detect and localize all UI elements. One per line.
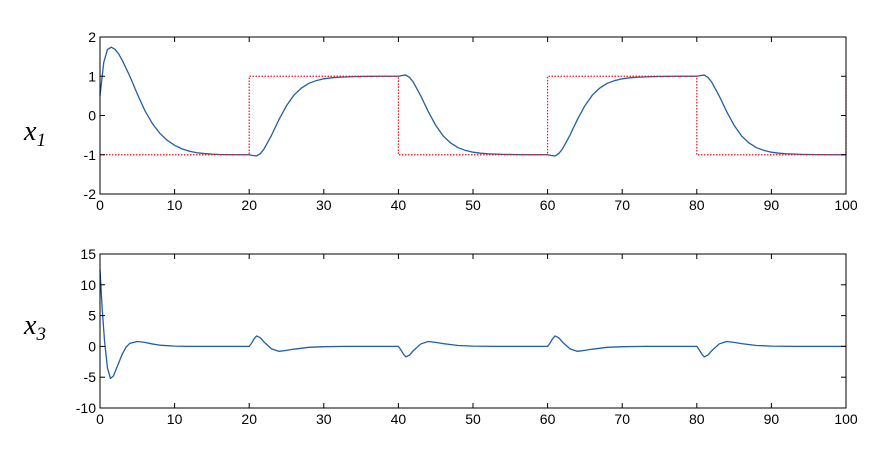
- x1-xtick-label: 40: [391, 197, 407, 213]
- x3-xtick-label: 50: [465, 411, 481, 427]
- x1-xtick-label: 30: [316, 197, 332, 213]
- x1-xtick-label: 70: [614, 197, 630, 213]
- x1-ytick-label: 1: [88, 68, 96, 84]
- x1-xtick-label: 100: [834, 197, 858, 213]
- x3-ylabel: x3: [23, 310, 46, 345]
- x3-series-layer: [99, 269, 846, 380]
- x1-axes-box: [99, 36, 847, 195]
- x3-xtick-label: 80: [689, 411, 705, 427]
- x3-xtick-label: 10: [167, 411, 183, 427]
- x3-ytick-label: -5: [84, 369, 97, 385]
- x1-xtick-label: 0: [96, 197, 104, 213]
- x3-series-0-line: [99, 269, 846, 380]
- x1-ytick-label: -1: [84, 147, 97, 163]
- x3-xtick-label: 60: [540, 411, 556, 427]
- x1-xtick-label: 90: [764, 197, 780, 213]
- x3-xtick-label: 30: [316, 411, 332, 427]
- x3-xtick-label: 90: [764, 411, 780, 427]
- x3-xtick-label: 20: [241, 411, 257, 427]
- x3-xtick-label: 0: [96, 411, 104, 427]
- x3-panel: x3 0 10 20 30 40 50 60 70 80 90 100 -10 -5 0 5 10 15: [23, 246, 858, 427]
- x1-series-0-line: [99, 46, 846, 157]
- x3-ytick-label: -10: [76, 400, 96, 416]
- x1-series-layer: [99, 46, 847, 157]
- x1-series-1-line: [100, 75, 847, 156]
- x3-xtick-label: 40: [391, 411, 407, 427]
- x1-ytick-label: -2: [84, 186, 97, 202]
- x3-ytick-label: 10: [80, 277, 96, 293]
- x3-xtick-label: 100: [834, 411, 858, 427]
- x3-xtick-label: 70: [614, 411, 630, 427]
- x3-tick-layer: 0 10 20 30 40 50 60 70 80 90 100 -10 -5 0 5 10 15: [76, 246, 858, 427]
- x1-xtick-label: 20: [241, 197, 257, 213]
- x1-ytick-label: 2: [88, 29, 96, 45]
- x3-ytick-label: 0: [88, 338, 96, 354]
- x1-tick-layer: 0 10 20 30 40 50 60 70 80 90 100 -2 -1 0 1 2: [84, 29, 858, 213]
- x3-ytick-label: 5: [88, 308, 96, 324]
- x1-xtick-label: 60: [540, 197, 556, 213]
- x1-xtick-label: 50: [465, 197, 481, 213]
- x1-ylabel: x1: [23, 116, 46, 151]
- x1-xtick-label: 80: [689, 197, 705, 213]
- x3-ytick-label: 15: [80, 246, 96, 262]
- x3-axes-box: [99, 253, 847, 409]
- x1-panel: x1 0 10 20 30 40 50 60 70 80 90 100 -2 -1 0 1 2: [23, 29, 858, 213]
- x1-xtick-label: 10: [167, 197, 183, 213]
- x1-ytick-label: 0: [88, 108, 96, 124]
